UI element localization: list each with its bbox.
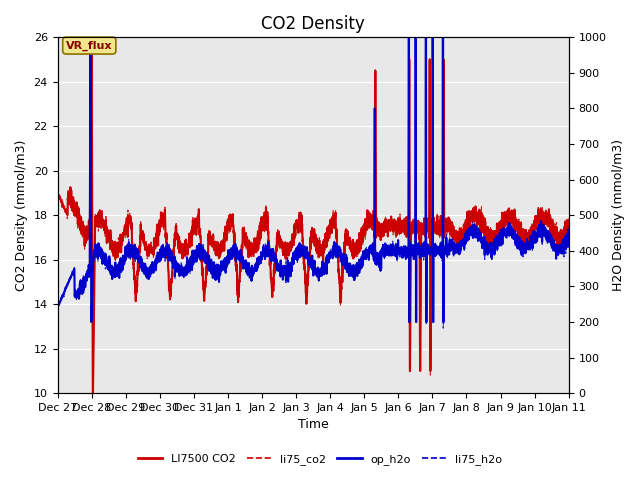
- LI7500 CO2: [555, 236, 563, 242]
- op_h2o: [250, 267, 258, 273]
- op_h2o: [54, 305, 61, 311]
- LI7500 CO2: [250, 248, 258, 254]
- op_h2o: [555, 247, 563, 253]
- li75_co2: [272, 249, 280, 254]
- li75_h2o: [272, 253, 280, 259]
- Legend: LI7500 CO2, li75_co2, op_h2o, li75_h2o: LI7500 CO2, li75_co2, op_h2o, li75_h2o: [133, 450, 507, 469]
- li75_h2o: [440, 325, 447, 331]
- li75_h2o: [565, 234, 573, 240]
- LI7500 CO2: [88, 35, 95, 40]
- li75_h2o: [555, 247, 563, 252]
- li75_h2o: [250, 269, 257, 275]
- X-axis label: Time: Time: [298, 419, 328, 432]
- Y-axis label: H2O Density (mmol/m3): H2O Density (mmol/m3): [612, 139, 625, 291]
- li75_h2o: [86, 35, 94, 40]
- Text: VR_flux: VR_flux: [66, 40, 113, 51]
- li75_co2: [54, 190, 61, 195]
- li75_co2: [500, 214, 508, 219]
- li75_co2: [555, 238, 563, 244]
- Line: li75_h2o: li75_h2o: [58, 37, 569, 328]
- LI7500 CO2: [113, 246, 120, 252]
- li75_h2o: [143, 263, 150, 269]
- Y-axis label: CO2 Density (mmol/m3): CO2 Density (mmol/m3): [15, 140, 28, 291]
- li75_co2: [143, 246, 150, 252]
- li75_h2o: [500, 232, 508, 238]
- LI7500 CO2: [143, 248, 150, 253]
- Line: li75_co2: li75_co2: [58, 37, 569, 393]
- Line: op_h2o: op_h2o: [58, 37, 569, 322]
- op_h2o: [143, 274, 150, 280]
- LI7500 CO2: [89, 390, 97, 396]
- op_h2o: [272, 259, 280, 264]
- Line: LI7500 CO2: LI7500 CO2: [58, 37, 569, 393]
- op_h2o: [565, 234, 573, 240]
- li75_h2o: [54, 305, 61, 311]
- li75_co2: [250, 254, 258, 260]
- li75_co2: [113, 242, 120, 248]
- op_h2o: [86, 35, 94, 40]
- LI7500 CO2: [54, 190, 61, 196]
- Title: CO2 Density: CO2 Density: [261, 15, 365, 33]
- LI7500 CO2: [272, 243, 280, 249]
- LI7500 CO2: [500, 214, 508, 219]
- op_h2o: [88, 319, 95, 325]
- LI7500 CO2: [565, 217, 573, 223]
- op_h2o: [113, 264, 120, 269]
- li75_h2o: [112, 265, 120, 271]
- li75_co2: [89, 390, 97, 396]
- li75_co2: [88, 35, 95, 40]
- op_h2o: [500, 231, 508, 237]
- li75_co2: [565, 216, 573, 221]
